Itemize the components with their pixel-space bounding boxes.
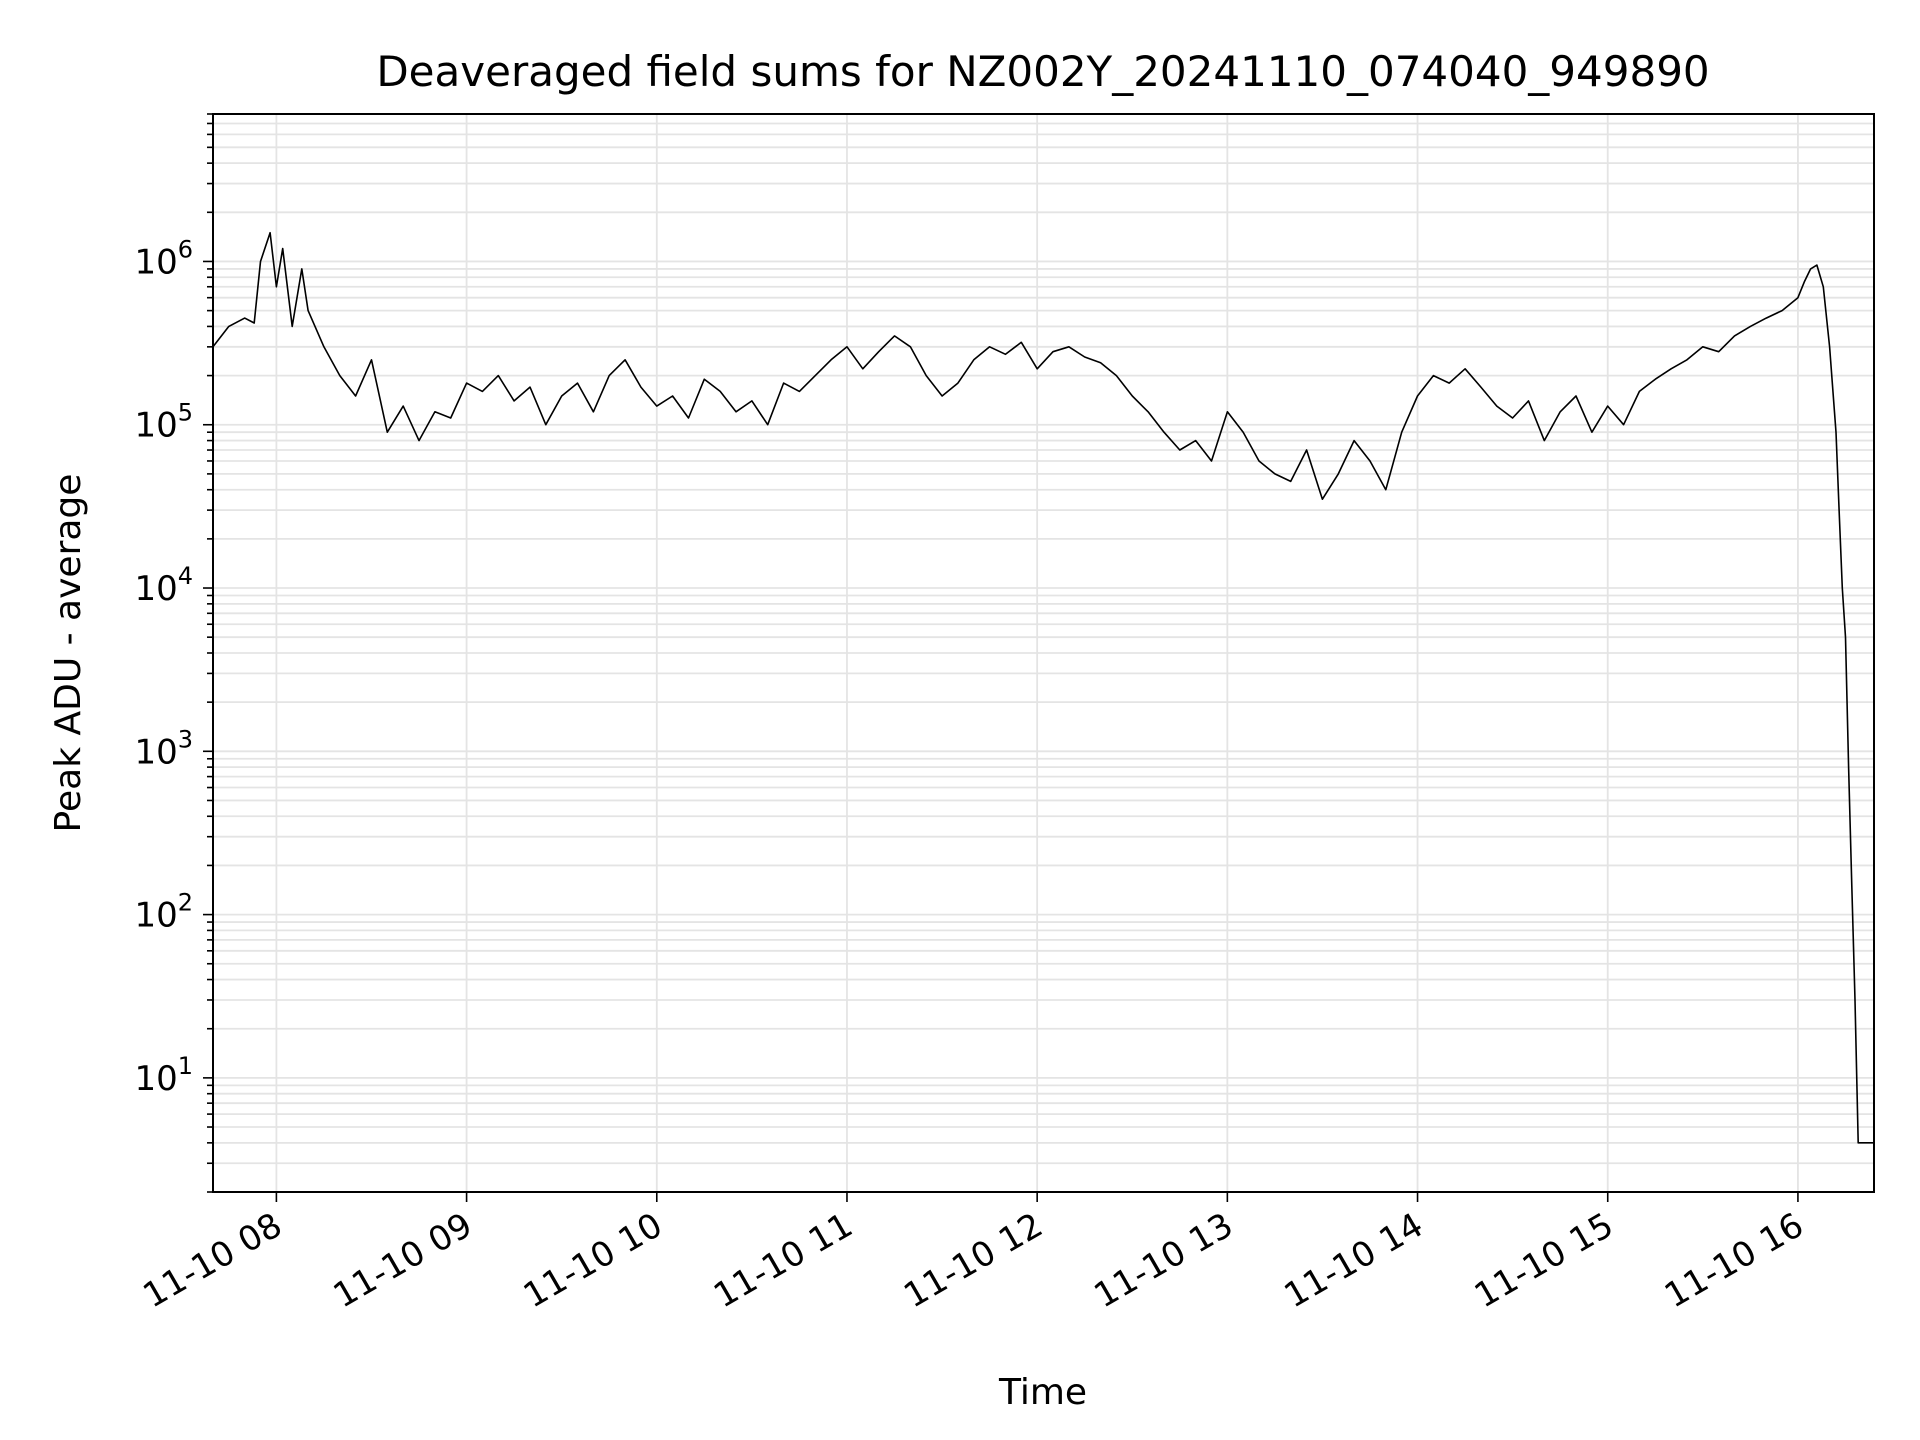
y-tick-label: 102 xyxy=(134,889,193,936)
data-line-layer xyxy=(212,231,1874,1144)
x-axis-label: Time xyxy=(998,1372,1087,1413)
series-line xyxy=(212,231,1874,1144)
y-axis-label: Peak ADU - average xyxy=(48,474,89,833)
y-tick-label: 101 xyxy=(134,1052,193,1099)
y-tick-label: 104 xyxy=(134,562,193,609)
chart-title: Deaveraged field sums for NZ002Y_2024111… xyxy=(376,47,1709,96)
y-tick-label: 103 xyxy=(134,725,193,772)
y-tick-label: 105 xyxy=(134,399,193,446)
y-tick-label: 106 xyxy=(134,235,193,282)
